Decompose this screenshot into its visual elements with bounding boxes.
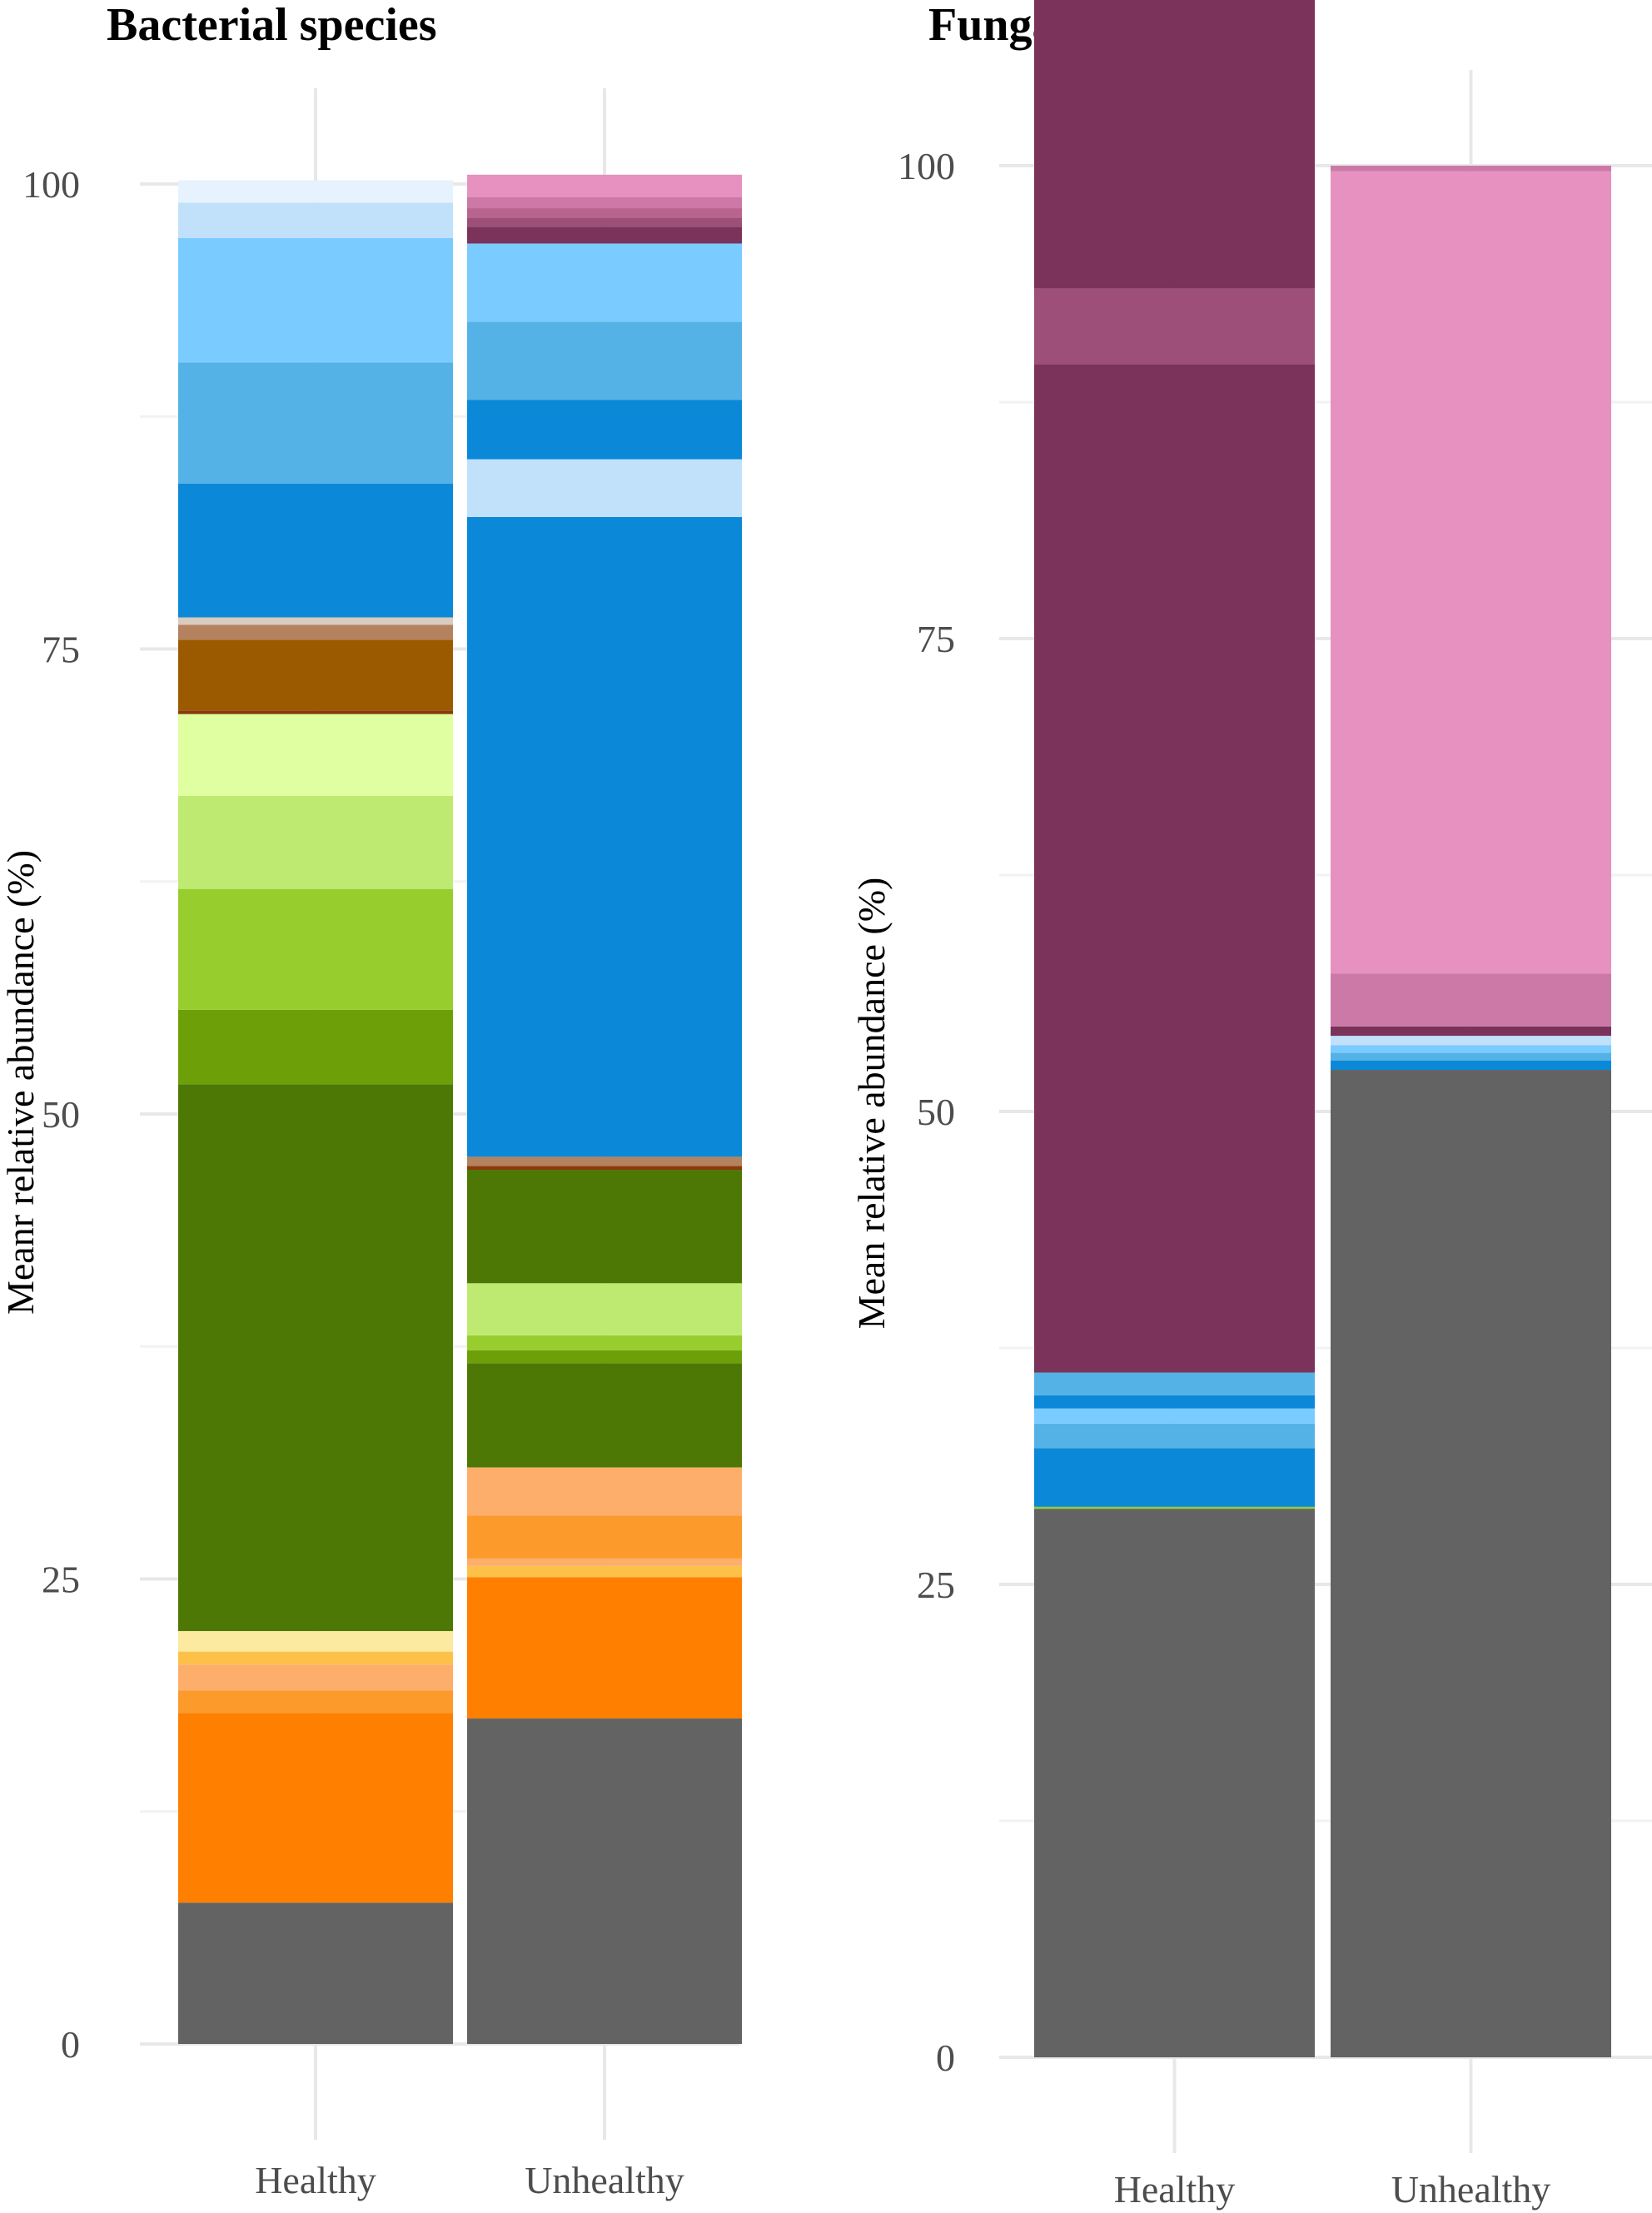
fungal-bar-unhealthy-segment-6	[1331, 973, 1611, 1027]
fungal-y-tick-label: 50	[917, 1091, 955, 1133]
bacterial-bar-unhealthy-segment-17	[467, 243, 742, 322]
fungal-x-tick-label-healthy: Healthy	[1114, 2168, 1236, 2211]
bacterial-bar-unhealthy-segment-19	[467, 217, 742, 227]
fungal-bar-unhealthy-segment-7	[1331, 171, 1611, 974]
bacterial-bar-healthy-segment-10	[178, 714, 453, 796]
fungal-bar-healthy-segment-5	[1034, 1395, 1315, 1409]
bacterial-bar-healthy-segment-4	[178, 1651, 453, 1665]
bacterial-y-tick-label: 75	[42, 629, 80, 671]
fungal-bar-unhealthy-segment-1	[1331, 1060, 1611, 1071]
bacterial-bar-unhealthy-segment-16	[467, 321, 742, 400]
bacterial-bar-unhealthy-segment-18	[467, 226, 742, 244]
fungal-bar-healthy-segment-4	[1034, 1408, 1315, 1424]
fungal-bar-healthy-segment-2	[1034, 1448, 1315, 1507]
bacterial-bar-healthy-segment-1	[178, 1713, 453, 1903]
bacterial-bar-healthy-segment-18	[178, 202, 453, 238]
bacterial-bar-unhealthy-segment-9	[467, 1283, 742, 1335]
bacterial-bar-unhealthy-segment-3	[467, 1558, 742, 1566]
bacterial-y-tick-label: 0	[61, 2023, 80, 2066]
fungal-bar-unhealthy-segment-3	[1331, 1045, 1611, 1053]
bacterial-bar-healthy-segment-0	[178, 1902, 453, 2044]
bacterial-bar-healthy-segment-15	[178, 483, 453, 618]
bacterial-bar-unhealthy-segment-1	[467, 1577, 742, 1719]
bacterial-panel: Bacterial species Meanr relative abundan…	[0, 0, 742, 2201]
bacterial-y-tick-label: 25	[42, 1559, 80, 1601]
bacterial-bar-healthy-segment-19	[178, 180, 453, 203]
fungal-y-tick-label: 75	[917, 618, 955, 660]
bacterial-bar-healthy-segment-2	[178, 1690, 453, 1713]
fungal-bar-unhealthy-segment-0	[1331, 1070, 1611, 2057]
fungal-bar-unhealthy-segment-8	[1331, 166, 1611, 172]
bacterial-bar-healthy-segment-13	[178, 624, 453, 640]
fungal-bar-unhealthy-segment-4	[1331, 1036, 1611, 1046]
bacterial-y-tick-label: 100	[22, 163, 80, 206]
bacterial-bar-unhealthy-segment-4	[467, 1515, 742, 1559]
bacterial-bar-unhealthy-segment-2	[467, 1565, 742, 1578]
bacterial-bar-healthy-segment-7	[178, 1009, 453, 1085]
bacterial-y-axis-title: Meanr relative abundance (%)	[0, 850, 42, 1315]
fungal-bar-healthy-segment-1	[1034, 1506, 1315, 1509]
fungal-y-tick-label: 100	[898, 145, 955, 187]
fungal-bar-healthy-segment-3	[1034, 1423, 1315, 1449]
bacterial-bar-unhealthy-segment-12	[467, 1156, 742, 1166]
fungal-bar-healthy-segment-9	[1034, 0, 1315, 289]
bacterial-bar-unhealthy-segment-14	[467, 459, 742, 517]
fungal-bar-healthy-segment-6	[1034, 1372, 1315, 1395]
fungal-bar-healthy-segment-7	[1034, 364, 1315, 1373]
bacterial-panel-title: Bacterial species	[107, 0, 437, 51]
bacterial-bar-healthy-segment-9	[178, 795, 453, 889]
bacterial-bar-healthy-segment-12	[178, 639, 453, 711]
bacterial-bar-unhealthy-segment-0	[467, 1718, 742, 2044]
fungal-panel: Fungal species Mean relative abundance (…	[850, 0, 1652, 2211]
bacterial-bar-unhealthy-segment-13	[467, 516, 742, 1157]
bacterial-bar-healthy-segment-8	[178, 888, 453, 1010]
bacterial-bar-unhealthy-segment-21	[467, 196, 742, 209]
bacterial-bar-unhealthy-segment-11	[467, 1166, 742, 1171]
bacterial-bar-unhealthy-segment-20	[467, 208, 742, 218]
bacterial-bar-unhealthy-segment-7	[467, 1350, 742, 1364]
bacterial-bar-healthy-segment-3	[178, 1664, 453, 1691]
fungal-bar-unhealthy-segment-5	[1331, 1026, 1611, 1037]
fungal-bar-healthy-segment-0	[1034, 1509, 1315, 2057]
bacterial-bar-healthy-segment-14	[178, 617, 453, 625]
bacterial-bar-unhealthy-segment-15	[467, 400, 742, 460]
bacterial-bar-healthy-segment-6	[178, 1084, 453, 1632]
bacterial-bar-unhealthy-segment-8	[467, 1335, 742, 1350]
bacterial-bar-healthy-segment-17	[178, 237, 453, 363]
bacterial-x-tick-label-healthy: Healthy	[255, 2159, 376, 2201]
fungal-y-tick-label: 0	[936, 2036, 955, 2079]
fungal-x-tick-label-unhealthy: Unhealthy	[1391, 2168, 1551, 2211]
bacterial-bar-unhealthy-segment-6	[467, 1363, 742, 1468]
fungal-y-tick-label: 25	[917, 1564, 955, 1606]
bacterial-bar-healthy-segment-5	[178, 1631, 453, 1652]
bacterial-bar-healthy-segment-11	[178, 710, 453, 714]
bacterial-bar-unhealthy-segment-22	[467, 174, 742, 197]
fungal-bar-unhealthy-segment-2	[1331, 1052, 1611, 1061]
bacterial-y-tick-label: 50	[42, 1093, 80, 1136]
bacterial-bar-unhealthy-segment-5	[467, 1467, 742, 1516]
fungal-bar-healthy-segment-8	[1034, 288, 1315, 365]
fungal-y-axis-title: Mean relative abundance (%)	[850, 878, 893, 1330]
bacterial-x-tick-label-unhealthy: Unhealthy	[525, 2159, 684, 2201]
bacterial-bar-healthy-segment-16	[178, 362, 453, 484]
bacterial-bar-unhealthy-segment-10	[467, 1170, 742, 1284]
